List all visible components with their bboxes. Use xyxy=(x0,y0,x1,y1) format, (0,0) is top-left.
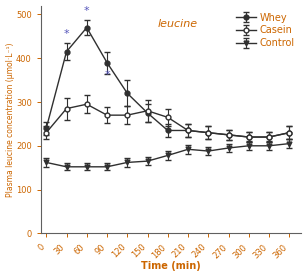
Legend: Whey, Casein, Control: Whey, Casein, Control xyxy=(234,11,297,50)
Text: *: * xyxy=(84,6,90,16)
X-axis label: Time (min): Time (min) xyxy=(141,261,201,271)
Text: *: * xyxy=(104,70,110,80)
Y-axis label: Plasma leucine concentration (μmol·L⁻¹): Plasma leucine concentration (μmol·L⁻¹) xyxy=(6,42,14,197)
Text: leucine: leucine xyxy=(158,19,198,29)
Text: *: * xyxy=(64,29,69,39)
